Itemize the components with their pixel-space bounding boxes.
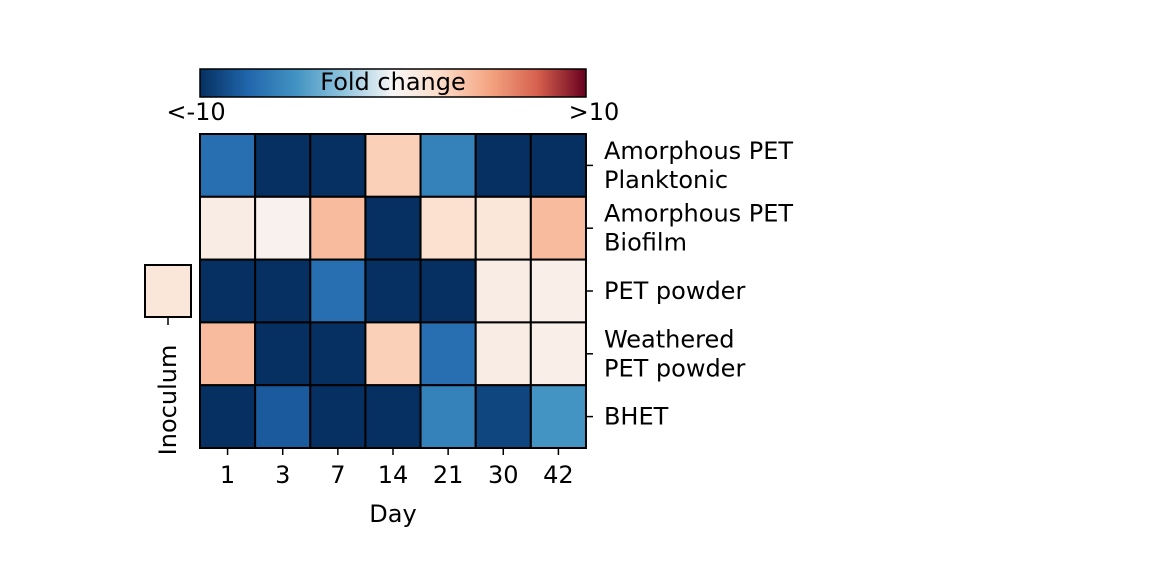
heatmap-cell bbox=[474, 258, 532, 324]
inoculum-cell bbox=[144, 264, 192, 318]
heatmap-cell bbox=[254, 258, 312, 324]
x-tick-label: 3 bbox=[275, 461, 290, 489]
y-axis: Amorphous PET Planktonic Amorphous PET Biof… bbox=[585, 137, 793, 431]
heatmap-cell bbox=[529, 384, 587, 450]
heatmap-cell bbox=[474, 195, 532, 261]
x-axis-label: Day bbox=[369, 500, 416, 528]
x-tick-label: 21 bbox=[433, 461, 464, 489]
heatmap-cell bbox=[419, 195, 477, 261]
x-axis: 1 3 7 14 21 30 42 bbox=[220, 448, 574, 489]
heatmap-cell bbox=[364, 384, 422, 450]
colorbar: Fold change <-10 >10 bbox=[166, 68, 619, 126]
heatmap-cell bbox=[529, 133, 587, 198]
x-tick-label: 1 bbox=[220, 461, 235, 489]
heatmap-cell bbox=[199, 133, 257, 198]
heatmap-cell bbox=[254, 384, 312, 450]
heatmap-cell bbox=[419, 321, 477, 387]
heatmap-cell bbox=[199, 195, 257, 261]
y-tick-label: Amorphous PET Planktonic bbox=[604, 137, 793, 194]
heatmap-cell bbox=[199, 384, 257, 450]
colorbar-max-label: >10 bbox=[569, 98, 620, 126]
x-tick-label: 14 bbox=[378, 461, 409, 489]
heatmap-cell bbox=[474, 384, 532, 450]
y-tick-label: Amorphous PET Biofilm bbox=[604, 200, 793, 257]
heatmap-cell bbox=[254, 321, 312, 387]
heatmap-cell bbox=[199, 258, 257, 324]
heatmap-cell bbox=[529, 321, 587, 387]
inoculum-annotation: Inoculum bbox=[144, 264, 192, 456]
heatmap-cells bbox=[199, 133, 587, 450]
heatmap-cell bbox=[364, 195, 422, 261]
heatmap-cell bbox=[309, 321, 367, 387]
heatmap-cell bbox=[419, 133, 477, 198]
x-tick-label: 7 bbox=[330, 461, 345, 489]
heatmap-cell bbox=[419, 258, 477, 324]
inoculum-label: Inoculum bbox=[154, 345, 182, 456]
heatmap-cell bbox=[474, 133, 532, 198]
colorbar-gradient bbox=[199, 68, 587, 98]
heatmap-cell bbox=[199, 321, 257, 387]
heatmap-cell bbox=[309, 133, 367, 198]
heatmap-cell bbox=[254, 133, 312, 198]
heatmap-cell bbox=[364, 133, 422, 198]
heatmap-cell bbox=[364, 321, 422, 387]
heatmap-cell bbox=[364, 258, 422, 324]
heatmap-cell bbox=[529, 195, 587, 261]
y-tick-label: Weathered PET powder bbox=[604, 325, 745, 382]
heatmap-cell bbox=[254, 195, 312, 261]
x-tick-label: 42 bbox=[543, 461, 574, 489]
heatmap-cell bbox=[419, 384, 477, 450]
colorbar-min-label: <-10 bbox=[166, 98, 225, 126]
heatmap-cell bbox=[309, 195, 367, 261]
colorbar-label: Fold change bbox=[320, 68, 466, 96]
heatmap-cell bbox=[529, 258, 587, 324]
y-tick-label: BHET bbox=[604, 403, 669, 431]
heatmap-cell bbox=[309, 258, 367, 324]
x-tick-label: 30 bbox=[488, 461, 519, 489]
y-tick-label: PET powder bbox=[604, 277, 745, 305]
heatmap-cell bbox=[474, 321, 532, 387]
heatmap-cell bbox=[309, 384, 367, 450]
